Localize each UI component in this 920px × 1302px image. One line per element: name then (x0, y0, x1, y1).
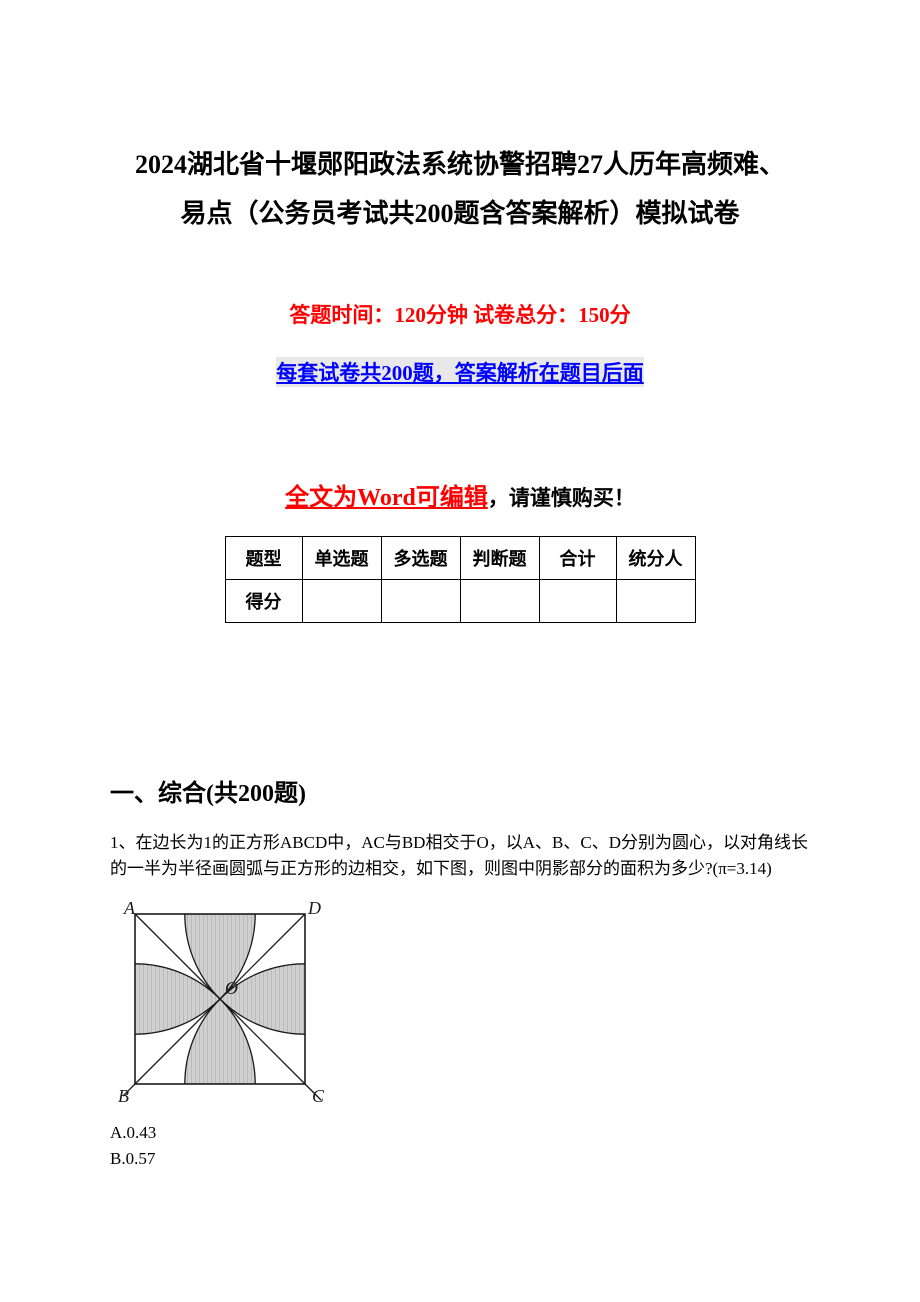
question-1-text: 1、在边长为1的正方形ABCD中，AC与BD相交于O，以A、B、C、D分别为圆心… (110, 830, 810, 883)
title-line-2: 易点（公务员考试共200题含答案解析）模拟试卷 (180, 199, 739, 228)
table-header-cell: 判断题 (460, 536, 539, 579)
table-header-cell: 合计 (539, 536, 616, 579)
table-cell (460, 579, 539, 622)
table-cell (302, 579, 381, 622)
option-a: A.0.43 (110, 1120, 810, 1146)
table-cell: 得分 (225, 579, 302, 622)
table-header-cell: 多选题 (381, 536, 460, 579)
score-table: 题型 单选题 多选题 判断题 合计 统分人 得分 (225, 536, 696, 623)
section-heading: 一、综合(共200题) (110, 773, 810, 808)
table-header-cell: 题型 (225, 536, 302, 579)
table-cell (539, 579, 616, 622)
exam-info-line: 答题时间：120分钟 试卷总分：150分 (110, 299, 810, 329)
question-1-figure: A D B C (110, 894, 810, 1114)
svg-text:C: C (312, 1086, 325, 1106)
table-row: 得分 (225, 579, 695, 622)
svg-text:D: D (307, 898, 321, 918)
table-cell (616, 579, 695, 622)
table-row: 题型 单选题 多选题 判断题 合计 统分人 (225, 536, 695, 579)
svg-text:A: A (123, 898, 136, 918)
word-editable-black: ，请谨慎购买！ (488, 486, 635, 510)
title-line-1: 2024湖北省十堰郧阳政法系统协警招聘27人历年高频难、 (135, 150, 785, 179)
table-header-cell: 单选题 (302, 536, 381, 579)
word-editable-red: 全文为Word可编辑 (285, 485, 488, 511)
document-page: 2024湖北省十堰郧阳政法系统协警招聘27人历年高频难、 易点（公务员考试共20… (0, 0, 920, 1231)
note-blue-line: 每套试卷共200题，答案解析在题目后面 (276, 357, 644, 387)
table-cell (381, 579, 460, 622)
geometry-diagram-icon: A D B C (110, 894, 335, 1109)
table-header-cell: 统分人 (616, 536, 695, 579)
option-b: B.0.57 (110, 1146, 810, 1172)
svg-text:O: O (225, 978, 238, 998)
word-editable-notice: 全文为Word可编辑，请谨慎购买！ (110, 477, 810, 512)
document-title: 2024湖北省十堰郧阳政法系统协警招聘27人历年高频难、 易点（公务员考试共20… (110, 140, 810, 239)
question-1-options: A.0.43 B.0.57 (110, 1120, 810, 1171)
